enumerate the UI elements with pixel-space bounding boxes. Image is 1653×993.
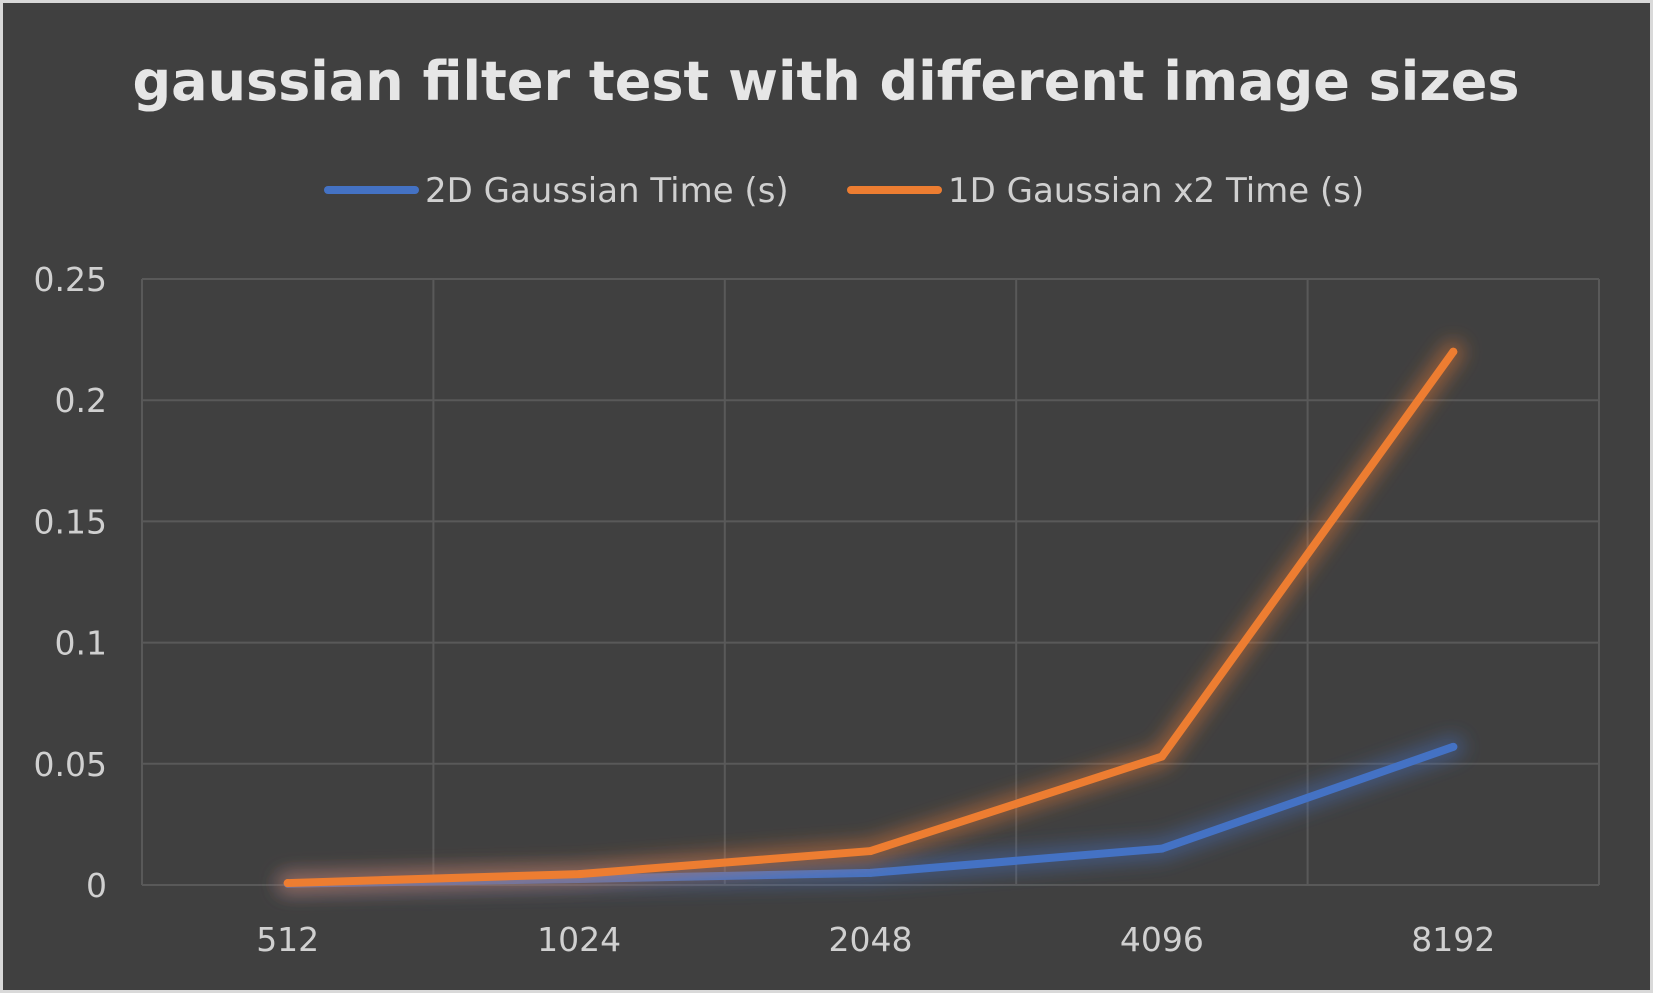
y-tick-label: 0.25 xyxy=(34,260,107,299)
legend-item-1: 2D Gaussian Time (s) xyxy=(324,171,789,211)
x-tick-label: 1024 xyxy=(537,920,621,959)
y-tick-label: 0 xyxy=(86,866,107,905)
data-point xyxy=(283,879,292,888)
data-point xyxy=(575,870,584,879)
legend-label: 1D Gaussian x2 Time (s) xyxy=(948,171,1364,211)
series-layer xyxy=(276,340,1465,895)
y-tick-label: 0.05 xyxy=(34,745,107,784)
data-point xyxy=(1157,752,1166,761)
data-point xyxy=(1449,742,1458,751)
y-tick-label: 0.2 xyxy=(55,381,107,420)
x-axis: 512 1024 2048 4096 8192 xyxy=(256,920,1495,959)
x-tick-label: 2048 xyxy=(829,920,913,959)
grid-lines xyxy=(141,278,1600,886)
line-chart: gaussian filter test with different imag… xyxy=(34,50,1600,959)
y-axis: 0 0.05 0.1 0.15 0.2 0.25 xyxy=(34,260,107,905)
x-tick-label: 512 xyxy=(256,920,319,959)
x-tick-label: 8192 xyxy=(1411,920,1495,959)
data-point xyxy=(1157,844,1166,853)
data-point xyxy=(866,847,875,856)
chart-legend: 2D Gaussian Time (s) 1D Gaussian x2 Time … xyxy=(324,171,1364,211)
series-2 xyxy=(276,340,1465,895)
data-point xyxy=(866,868,875,877)
legend-item-2: 1D Gaussian x2 Time (s) xyxy=(847,171,1364,211)
chart-title: gaussian filter test with different imag… xyxy=(132,50,1519,113)
x-tick-label: 4096 xyxy=(1120,920,1204,959)
data-point xyxy=(1449,347,1458,356)
y-tick-label: 0.15 xyxy=(34,502,107,541)
y-tick-label: 0.1 xyxy=(55,624,107,663)
series-glow xyxy=(276,735,1465,895)
legend-label: 2D Gaussian Time (s) xyxy=(425,171,789,211)
